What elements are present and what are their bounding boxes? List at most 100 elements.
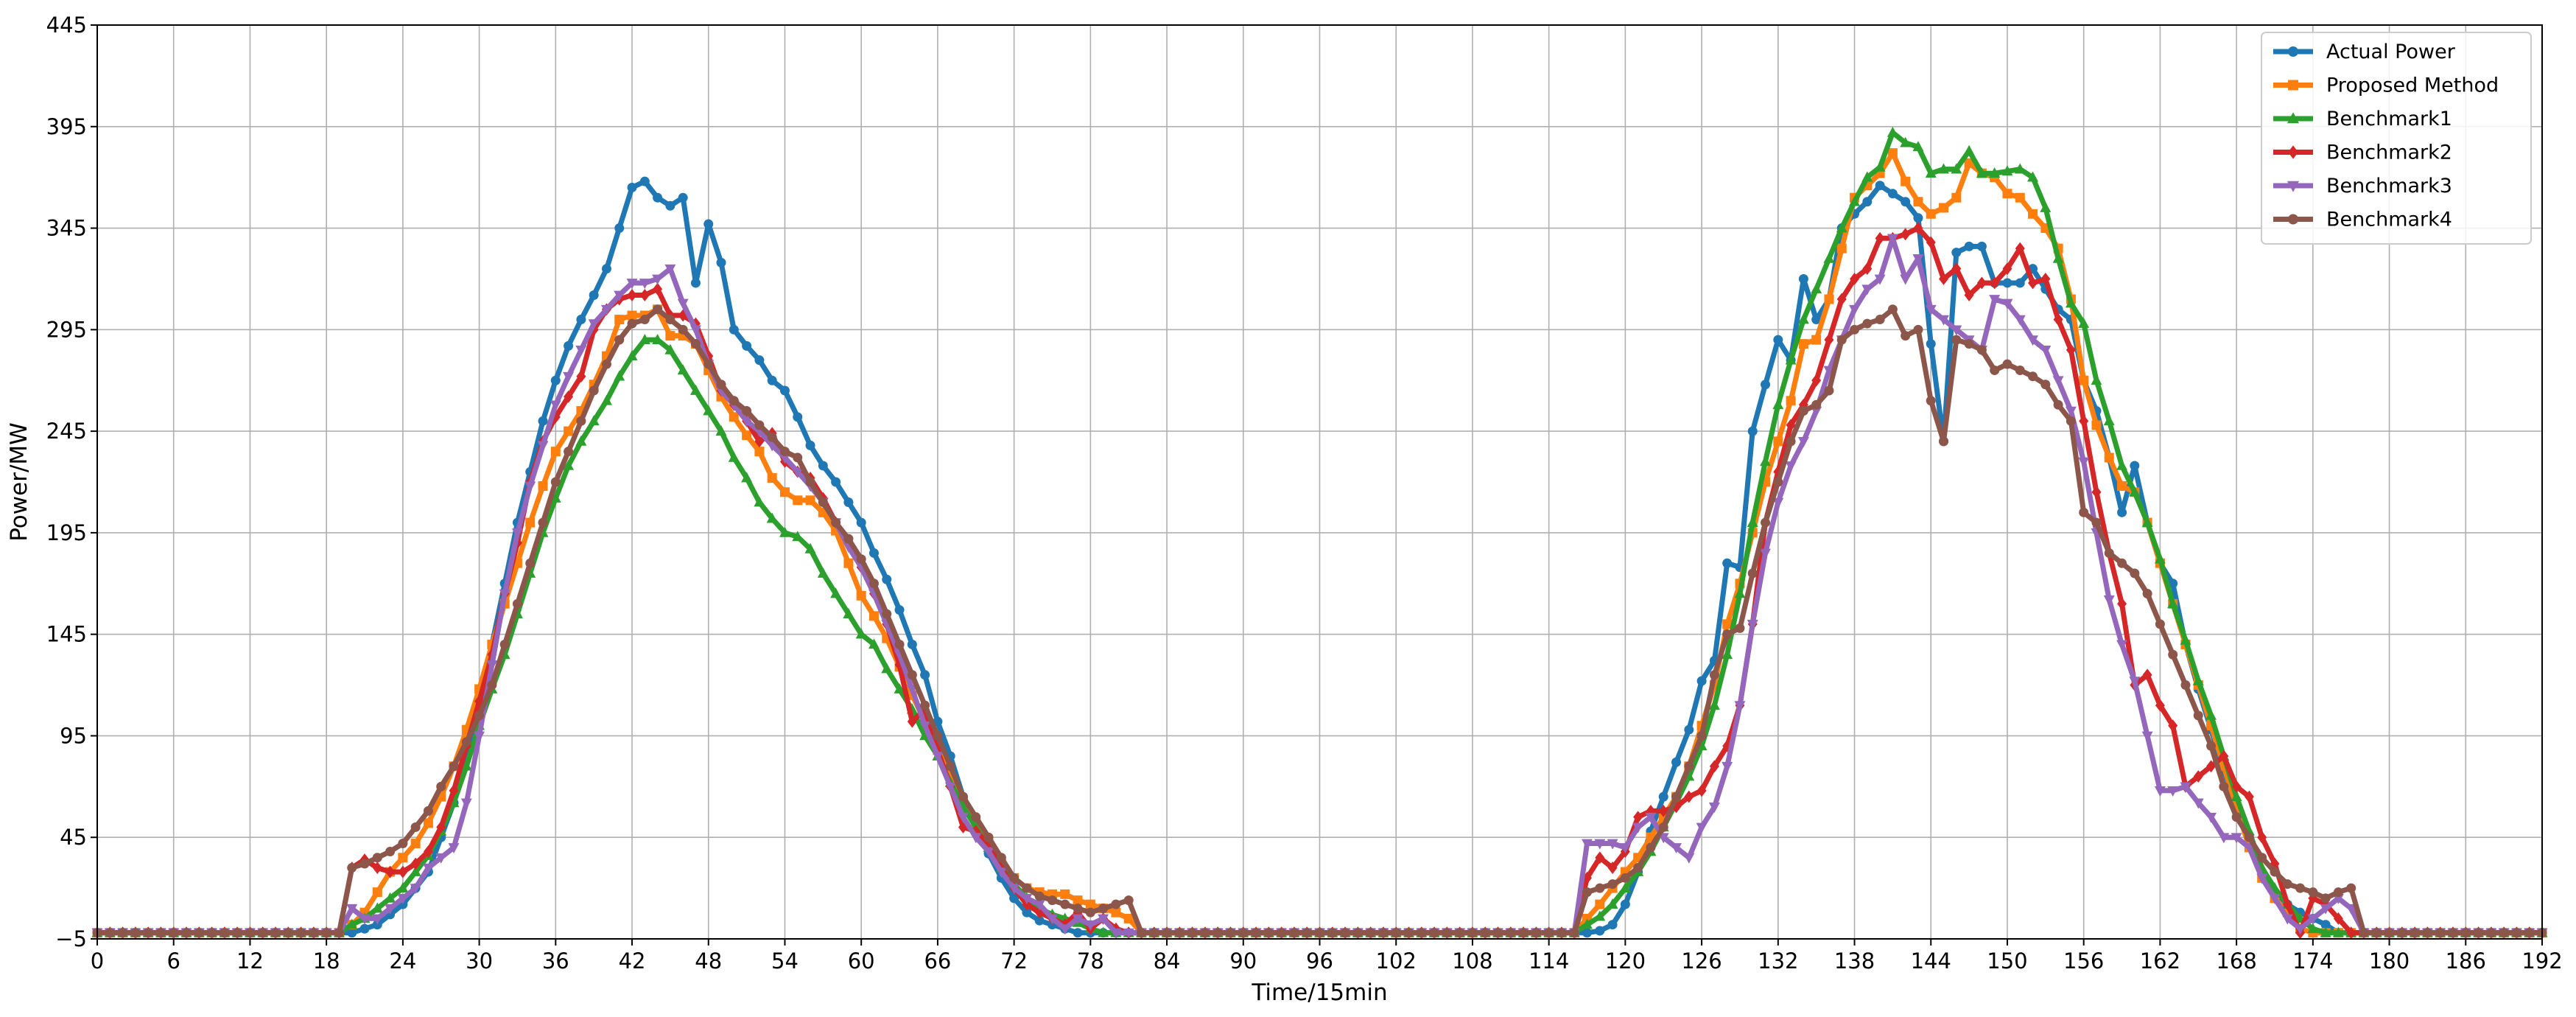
data-point xyxy=(626,279,638,290)
data-point xyxy=(1786,396,1796,406)
data-point xyxy=(1022,883,1032,893)
x-tick-label: 126 xyxy=(1681,948,1722,974)
data-point xyxy=(371,914,383,925)
data-point xyxy=(397,894,409,905)
data-point xyxy=(1938,315,1950,326)
data-point xyxy=(1850,324,1860,335)
data-point xyxy=(639,289,650,301)
data-point xyxy=(2167,598,2179,609)
data-point xyxy=(664,264,676,275)
data-point xyxy=(1187,928,1198,938)
data-point xyxy=(2308,892,2318,905)
data-point xyxy=(1238,928,1249,938)
data-point xyxy=(499,589,510,600)
data-point xyxy=(1607,839,1618,850)
data-point xyxy=(690,339,701,349)
data-point xyxy=(1836,293,1847,306)
data-point xyxy=(1671,843,1682,854)
data-point xyxy=(1785,354,1797,365)
data-point xyxy=(1658,804,1668,817)
data-point xyxy=(2219,749,2229,763)
data-point xyxy=(372,887,382,898)
data-point xyxy=(1798,339,1808,349)
data-point xyxy=(550,375,561,385)
data-point xyxy=(589,385,599,396)
data-point xyxy=(1557,928,1567,938)
data-point xyxy=(958,791,968,802)
data-point xyxy=(614,290,625,301)
data-point xyxy=(907,715,917,728)
data-point xyxy=(2320,904,2331,915)
data-point xyxy=(435,853,447,864)
data-point xyxy=(398,853,408,863)
data-point xyxy=(1633,811,1643,824)
legend-entry: Actual Power xyxy=(2273,41,2456,63)
data-point xyxy=(1582,887,1593,898)
data-point xyxy=(804,542,816,553)
data-point xyxy=(1302,928,1312,938)
data-point xyxy=(1658,791,1668,802)
data-point xyxy=(564,447,574,457)
x-axis-label: Time/15min xyxy=(1251,979,1387,1006)
data-point xyxy=(1022,907,1032,918)
data-point xyxy=(1098,904,1109,914)
data-point xyxy=(1798,398,1808,411)
data-point xyxy=(1327,928,1338,938)
data-point xyxy=(2180,680,2191,691)
data-point xyxy=(831,517,841,528)
data-point xyxy=(793,412,803,422)
data-point xyxy=(653,192,663,203)
data-point xyxy=(2142,668,2152,682)
data-point xyxy=(550,400,561,411)
data-point xyxy=(2104,452,2114,463)
data-point xyxy=(2269,894,2281,905)
data-point xyxy=(1595,851,1605,864)
y-tick-label: −5 xyxy=(55,926,87,951)
data-point xyxy=(882,574,892,584)
data-point xyxy=(296,928,306,938)
data-point xyxy=(881,663,893,674)
data-point xyxy=(1047,914,1058,925)
data-point xyxy=(1900,274,1912,285)
data-point xyxy=(436,781,446,791)
data-point xyxy=(1060,899,1070,909)
data-point xyxy=(1429,928,1439,938)
data-point xyxy=(652,274,664,285)
data-point xyxy=(1797,437,1809,448)
data-point xyxy=(1047,895,1057,906)
data-point xyxy=(1467,928,1478,938)
data-point xyxy=(2231,780,2242,793)
data-point xyxy=(1123,913,1134,923)
data-point xyxy=(371,902,383,913)
data-point xyxy=(2320,893,2331,904)
data-point xyxy=(689,325,701,336)
data-point xyxy=(2001,165,2013,176)
data-point xyxy=(1824,333,1834,346)
data-point xyxy=(1926,339,1936,349)
data-point xyxy=(2308,887,2318,898)
x-tick-label: 66 xyxy=(924,948,951,974)
data-point xyxy=(2206,741,2217,751)
data-point xyxy=(894,682,905,693)
data-point xyxy=(1887,148,1898,158)
data-point xyxy=(1709,670,1719,680)
legend-marker xyxy=(2287,112,2300,124)
data-point xyxy=(805,495,815,506)
data-point xyxy=(1925,304,1937,315)
data-point xyxy=(677,298,689,310)
data-point xyxy=(423,805,433,816)
data-point xyxy=(983,832,994,842)
data-point xyxy=(1913,222,1923,235)
data-point xyxy=(1009,873,1019,883)
x-tick-label: 54 xyxy=(771,948,799,974)
data-point xyxy=(1761,380,1771,390)
data-point xyxy=(2231,790,2242,801)
data-point xyxy=(232,928,242,938)
data-point xyxy=(2066,416,2076,426)
data-point xyxy=(1696,784,1707,797)
data-point xyxy=(1964,158,1974,168)
data-point xyxy=(1976,345,1987,355)
data-point xyxy=(1149,928,1159,938)
data-point xyxy=(1683,853,1695,864)
data-point xyxy=(1913,324,1923,335)
